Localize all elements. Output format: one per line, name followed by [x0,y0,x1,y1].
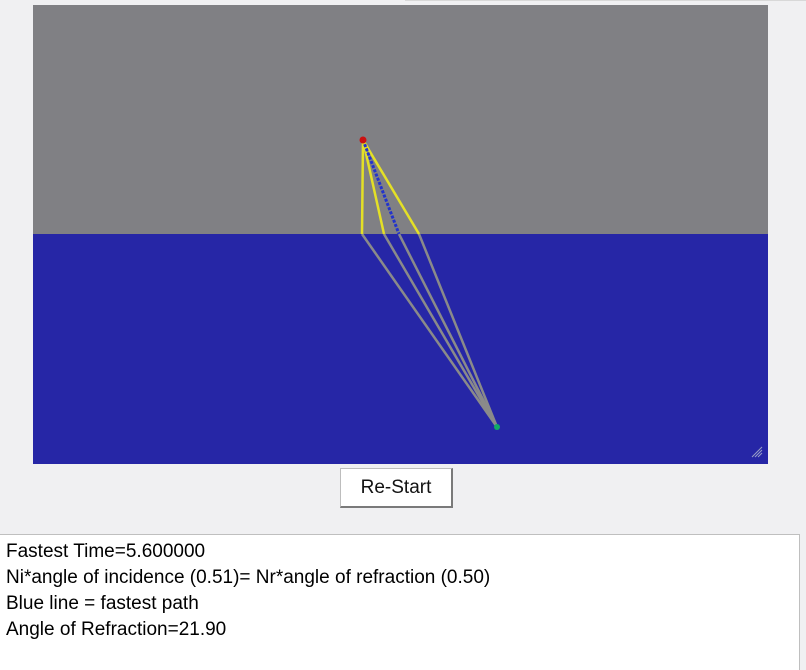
fastest-path-air-segment [361,139,401,235]
light-source-point[interactable] [359,136,367,144]
restart-button[interactable]: Re-Start [340,468,453,508]
trial-segment-2 [361,139,386,235]
refraction-simulation-canvas[interactable] [33,5,768,464]
underwater-segment-2 [382,233,499,428]
fastest-path-legend-text: Blue line = fastest path [6,593,199,614]
fastest-path [361,139,401,235]
water-medium [33,234,768,464]
air-medium [33,5,768,234]
trial-segment-1 [360,139,365,235]
underwater-segment-1 [360,233,499,428]
trial-path-segments [360,139,421,235]
target-point[interactable] [494,424,500,430]
resize-grip-icon[interactable] [751,446,763,458]
underwater-path-segments [360,233,499,428]
angle-of-refraction-text: Angle of Refraction=21.90 [6,619,227,640]
underwater-segment-3 [397,233,499,428]
snell-relation-text: Ni*angle of incidence (0.51)= Nr*angle o… [6,567,491,588]
fastest-time-text: Fastest Time=5.600000 [6,541,206,562]
results-output-area: Fastest Time=5.600000 Ni*angle of incide… [0,534,800,670]
trial-segment-3 [361,139,421,235]
underwater-segment-4 [417,233,499,428]
window-top-rule [405,0,806,1]
